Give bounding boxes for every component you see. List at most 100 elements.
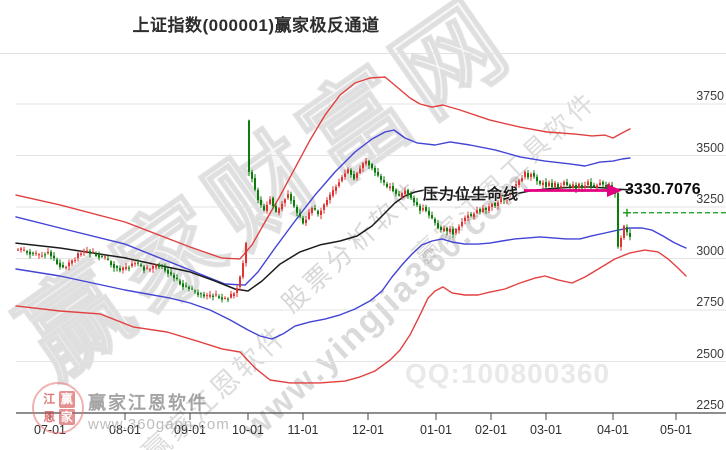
candle-body — [437, 223, 439, 229]
channel-line-lower-inner-blue — [15, 227, 687, 340]
candle-body — [50, 251, 52, 257]
candle-body — [431, 215, 433, 219]
candle-body — [440, 226, 442, 230]
candle-body — [425, 207, 427, 211]
x-axis-tick-label: 05-01 — [660, 423, 692, 437]
candle-body — [554, 182, 556, 188]
logo-char: 恩 — [43, 409, 56, 424]
candle-body — [512, 189, 514, 193]
x-axis-tick-label: 12-01 — [352, 423, 384, 437]
candle-body — [629, 232, 631, 237]
candle-body — [104, 256, 106, 258]
candle-body — [272, 197, 274, 207]
candle-body — [485, 208, 487, 210]
candle-body — [473, 213, 475, 217]
candle-body — [347, 169, 349, 174]
candle-body — [320, 210, 322, 216]
candle-body — [212, 295, 214, 298]
candle-body — [428, 210, 430, 216]
candle-body — [587, 181, 589, 185]
candle-body — [290, 194, 292, 201]
candle-body — [41, 255, 43, 257]
candle-body — [80, 253, 82, 255]
candle-body — [344, 173, 346, 177]
candle-body — [389, 186, 391, 189]
candle-body — [299, 212, 301, 217]
brand-logo: 江 赢 恩 家 — [32, 382, 84, 434]
candle-body — [377, 171, 379, 176]
candle-body — [584, 185, 586, 189]
candle-body — [311, 207, 313, 213]
candle-body — [530, 173, 532, 177]
candle-body — [206, 295, 208, 297]
candle-body — [161, 264, 163, 266]
candle-body — [575, 184, 577, 190]
candle-body — [248, 120, 250, 172]
candle-body — [197, 292, 199, 295]
candle-body — [590, 182, 592, 187]
candle-body — [509, 191, 511, 197]
candle-body — [140, 264, 142, 266]
candle-body — [86, 250, 88, 252]
candle-body — [185, 285, 187, 287]
candle-body — [59, 262, 61, 267]
candle-body — [62, 264, 64, 268]
candle-body — [215, 294, 217, 296]
candle-body — [536, 176, 538, 182]
candle-body — [572, 184, 574, 189]
candle-body — [359, 168, 361, 174]
candle-body — [356, 173, 358, 178]
candle-body — [233, 293, 235, 296]
candle-body — [305, 219, 307, 224]
candle-body — [224, 297, 226, 299]
candle-body — [236, 288, 238, 293]
candle-body — [467, 215, 469, 218]
candle-body — [245, 242, 247, 264]
candle-body — [47, 251, 49, 254]
candle-body — [122, 267, 124, 271]
candle-body — [434, 218, 436, 223]
logo-char: 江 — [43, 392, 56, 406]
candle-body — [479, 209, 481, 212]
candle-body — [329, 194, 331, 200]
candle-body — [263, 205, 265, 211]
candle-body — [149, 269, 151, 271]
candle-body — [170, 272, 172, 275]
candle-body — [569, 184, 571, 188]
candle-body — [494, 202, 496, 206]
candle-body — [482, 208, 484, 212]
candle-body — [515, 184, 517, 190]
x-axis-tick-label: 10-01 — [232, 423, 264, 437]
candle-body — [404, 190, 406, 195]
candle-body — [602, 182, 604, 185]
candle-body — [500, 197, 502, 203]
candle-body — [503, 197, 505, 201]
candle-body — [44, 254, 46, 256]
candle-body — [617, 192, 619, 247]
candle-body — [395, 189, 397, 194]
candle-body — [284, 199, 286, 203]
candle-body — [53, 255, 55, 259]
candle-body — [623, 225, 625, 238]
candle-body — [374, 168, 376, 173]
candle-body — [464, 217, 466, 222]
candle-body — [452, 229, 454, 235]
x-axis-tick-label: 01-01 — [420, 423, 452, 437]
candle-body — [476, 210, 478, 213]
candle-body — [302, 217, 304, 224]
candle-body — [596, 185, 598, 189]
candle-body — [578, 183, 580, 189]
candle-body — [605, 184, 607, 189]
candle-body — [29, 251, 31, 255]
candle-body — [416, 202, 418, 206]
candle-body — [125, 266, 127, 269]
candle-body — [23, 249, 25, 251]
brand-name: 赢家江恩软件 — [88, 393, 208, 413]
candle-body — [488, 206, 490, 211]
pressure-lifeline-label: 压力位生命线 — [423, 186, 520, 203]
candle-body — [275, 205, 277, 212]
annotation-arrow-head — [607, 184, 622, 198]
candle-body — [497, 202, 499, 206]
candle-body — [227, 298, 229, 300]
